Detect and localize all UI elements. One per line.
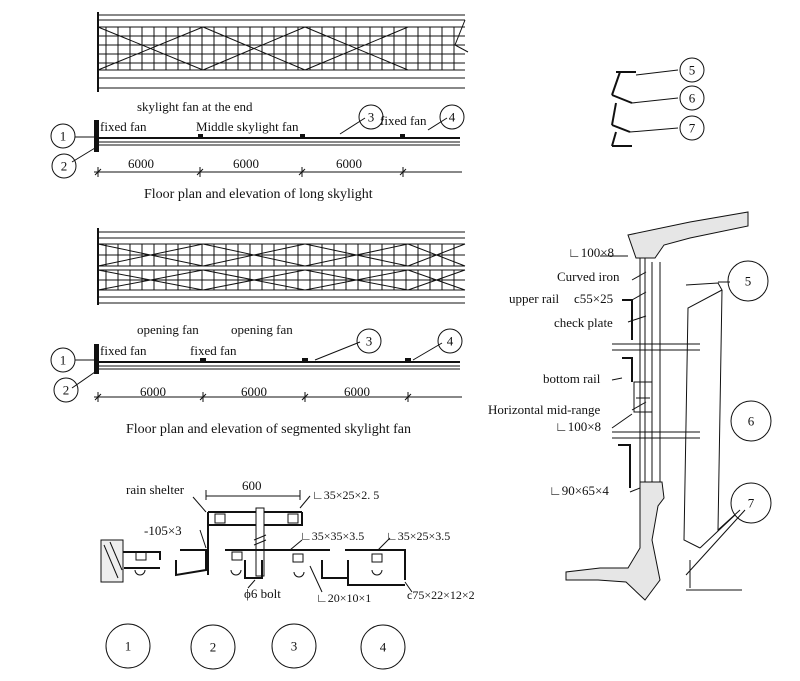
- marker-label: 1: [125, 639, 132, 654]
- caption-segmented-skylight: Floor plan and elevation of segmented sk…: [126, 422, 411, 437]
- label-rain-shelter: rain shelter: [126, 482, 185, 497]
- marker-label: 2: [210, 640, 217, 655]
- marker-circle: [730, 482, 772, 524]
- marker-label: 7: [689, 121, 696, 136]
- label-fixed-fan: fixed fan: [100, 343, 147, 358]
- marker-label: 5: [689, 63, 696, 78]
- label-angle-d: ∟20×10×1: [316, 591, 371, 605]
- grid-line: [202, 243, 306, 267]
- marker-circle: [50, 347, 76, 373]
- marker-label: 3: [368, 110, 375, 125]
- marker-circle: [50, 123, 76, 149]
- label-upper-rail-size: ϲ55×25: [574, 291, 613, 306]
- dimension-text: 6000: [128, 156, 154, 171]
- label-horizontal-mid-range: Horizontal mid-range: [488, 402, 600, 417]
- grid-line: [407, 243, 466, 267]
- marker-circle: [271, 623, 317, 669]
- dimension-text: 6000: [140, 384, 166, 399]
- label-middle-skylight-fan: Middle skylight fan: [196, 119, 299, 134]
- label-angle-b: ∟35×35×3.5: [300, 529, 364, 543]
- grid-line: [202, 26, 306, 71]
- dimension-text: 6000: [241, 384, 267, 399]
- label-angle-bottom: ∟90×65×4: [549, 483, 609, 498]
- marker-circle: [53, 377, 79, 403]
- marker-circle: [439, 104, 465, 130]
- grid-line: [304, 269, 409, 291]
- marker-circle: [727, 260, 769, 302]
- grid-line: [97, 26, 204, 71]
- marker-label: 6: [689, 91, 696, 106]
- marker-label: 1: [60, 129, 67, 144]
- dimension-text: 6000: [233, 156, 259, 171]
- marker-label: 7: [748, 496, 755, 511]
- marker-label: 4: [449, 110, 456, 125]
- marker-label: 6: [748, 414, 755, 429]
- label-angle-top: ∟100×8: [568, 245, 614, 260]
- label-skylight-fan-end: skylight fan at the end: [137, 99, 253, 114]
- label-angle-c: ∟35×25×3.5: [386, 529, 450, 543]
- marker-circle: [358, 104, 384, 130]
- marker-label: 4: [380, 640, 387, 655]
- label-check-plate: check plate: [554, 315, 613, 330]
- grid-line: [304, 243, 409, 267]
- marker-label: 3: [366, 334, 373, 349]
- label-opening-fan: opening fan: [137, 322, 199, 337]
- label-fixed-fan: fixed fan: [100, 119, 147, 134]
- label-fixed-fan: fixed fan: [380, 113, 427, 128]
- label-angle-mid: ∟100×8: [555, 419, 601, 434]
- segmented-skylight-elevation: [97, 228, 466, 305]
- caption-long-skylight: Floor plan and elevation of long skyligh…: [144, 187, 373, 202]
- marker-circle: [356, 328, 382, 354]
- marker-circle: [51, 153, 77, 179]
- marker-label: 1: [60, 353, 67, 368]
- dimension-text: 600: [242, 478, 262, 493]
- marker-label: 3: [291, 639, 298, 654]
- marker-circle: [679, 115, 705, 141]
- marker-circle: [437, 328, 463, 354]
- marker-circle: [360, 624, 406, 670]
- marker-label: 5: [745, 274, 752, 289]
- grid-line: [97, 243, 204, 267]
- grid-line: [407, 269, 466, 291]
- label-bolt: ϕ6 bolt: [244, 586, 281, 601]
- label-fixed-fan: fixed fan: [190, 343, 237, 358]
- key-sketch: [611, 69, 679, 147]
- skylight-section: [565, 211, 749, 601]
- label-opening-fan: opening fan: [231, 322, 293, 337]
- label-upper-rail: upper rail: [509, 291, 560, 306]
- marker-label: 2: [61, 159, 68, 174]
- label-channel: ϲ75×22×12×2: [407, 588, 475, 602]
- marker-circle: [190, 624, 236, 670]
- marker-label: 4: [447, 334, 454, 349]
- label-bottom-rail: bottom rail: [543, 371, 601, 386]
- segmented-skylight-plan: [71, 341, 462, 402]
- grid-line: [202, 269, 306, 291]
- marker-circle: [105, 623, 151, 669]
- dimension-text: 6000: [336, 156, 362, 171]
- label-flat-bar: -105×3: [144, 523, 182, 538]
- joint-details: [100, 490, 413, 593]
- grid-line: [97, 269, 204, 291]
- marker-circle: [679, 57, 705, 83]
- marker-label: 2: [63, 383, 70, 398]
- long-skylight-plan: [71, 117, 462, 177]
- marker-circle: [730, 400, 772, 442]
- label-angle-a: ∟35×25×2. 5: [312, 488, 379, 502]
- label-curved-iron: Curved iron: [557, 269, 620, 284]
- grid-line: [304, 26, 409, 71]
- long-skylight-elevation: [97, 12, 469, 92]
- marker-circle: [679, 85, 705, 111]
- dimension-text: 6000: [344, 384, 370, 399]
